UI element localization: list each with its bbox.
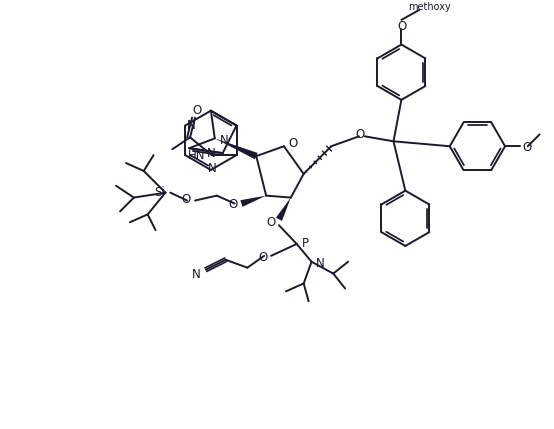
Text: Si: Si [155,186,166,199]
Text: O: O [289,137,298,150]
Text: N: N [220,134,228,147]
Text: P: P [302,238,309,251]
Text: O: O [355,128,365,141]
Text: O: O [228,198,238,211]
Text: O: O [192,104,202,117]
Text: N: N [207,163,216,175]
Text: O: O [523,141,532,154]
Polygon shape [215,138,258,159]
Text: O: O [258,251,267,264]
Text: HN: HN [187,148,205,162]
Text: N: N [192,268,201,281]
Text: O: O [398,20,407,33]
Text: O: O [182,193,191,206]
Text: N: N [207,147,216,160]
Text: methoxy: methoxy [408,2,450,12]
Polygon shape [240,196,266,207]
Text: N: N [187,119,196,132]
Polygon shape [276,198,291,221]
Text: N: N [315,257,324,270]
Text: O: O [267,216,276,229]
